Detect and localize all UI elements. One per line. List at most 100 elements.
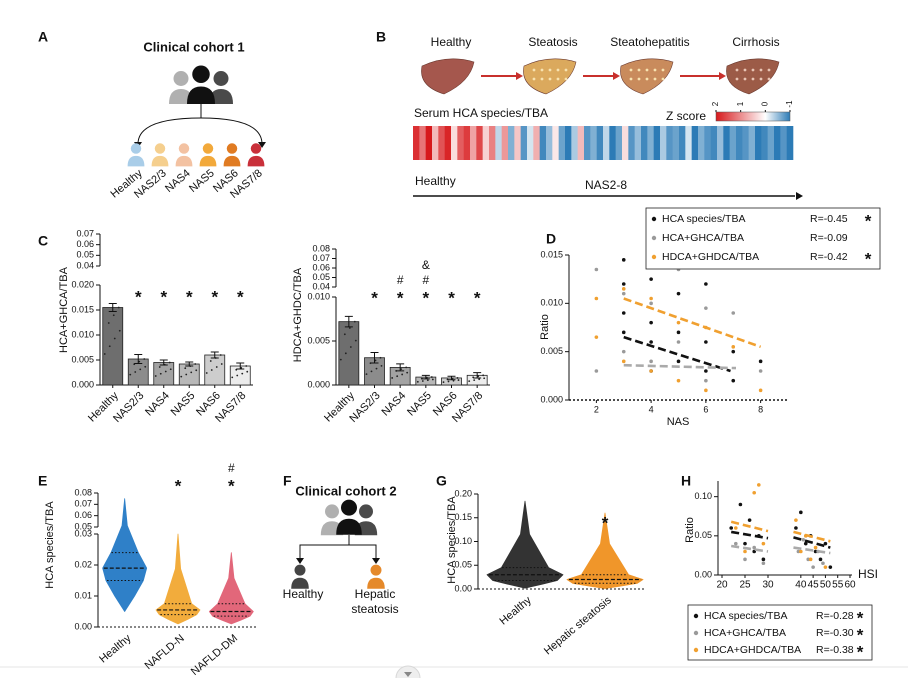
bar [338,321,360,386]
jitter-dot [169,368,172,371]
significance-mark: * [474,288,481,307]
significance-mark: * [228,476,235,495]
jitter-dot [457,379,460,381]
heatmap-cell [596,126,604,160]
jitter-dot [477,375,480,378]
heatmap-cell [628,126,635,160]
y-tick-label: 0.00 [694,569,712,579]
scatter-point [757,483,761,487]
y-tick-label: 0.05 [694,530,712,540]
jitter-dot [425,376,428,379]
y-tick-label: 0.05 [76,250,94,260]
y-tick-label: 0.010 [540,298,563,308]
scatter-point [743,557,747,562]
scatter-point [676,291,681,296]
heatmap-cell [641,126,648,160]
liver-texture [743,77,747,81]
jitter-dot [220,363,223,365]
jitter-dot [482,374,485,377]
jitter-dot [421,380,424,382]
fit-line [730,520,769,533]
arrow-head [296,558,304,564]
scatter-point [828,565,833,569]
stage-label: Steatosis [528,35,577,49]
jitter-dot [168,361,171,364]
heatmap-cell [786,126,794,160]
scatter-point [704,340,708,344]
heatmap-cell [755,126,762,160]
violin [566,512,644,589]
person-icon [291,577,309,589]
jitter-dot [129,373,132,376]
legend-stat: R=-0.09 [810,232,848,244]
scatter-point [621,359,626,364]
significance-mark: * [237,287,244,306]
jitter-dot [245,365,248,367]
heatmap-cell [558,126,566,160]
liver-texture [532,68,536,72]
liver-texture [540,68,544,72]
panel-title: Clinical cohort 1 [143,39,244,54]
error-bar [134,354,143,364]
liver-icon [523,58,577,95]
jitter-dot [185,373,188,376]
scatter-point [704,369,708,373]
liver-texture [637,77,641,81]
liver-texture [637,68,641,72]
legend-stat: R=-0.30 [816,627,854,639]
violin [208,552,254,625]
heatmap-cell [482,126,490,160]
scatter-point [594,335,599,339]
person-icon [130,143,142,154]
heatmap-cell [584,126,591,160]
error-bar [344,315,353,328]
heatmap-cell [413,126,420,160]
jitter-dot [108,345,111,348]
scatter-point [676,320,681,325]
scroll-icon[interactable] [404,672,412,677]
heatmap-cell [552,126,559,160]
liver-texture [767,77,771,81]
y-axis-label: Ratio [539,314,551,340]
scatter-point [594,267,599,272]
person-icon [367,577,385,589]
heatmap-cell [634,126,642,160]
x-tick-label: 60 [844,580,856,591]
heatmap-cell [571,126,578,160]
scatter-point [704,388,708,393]
heatmap-cell [736,126,743,160]
y-tick-label: 0.08 [74,487,92,497]
y-tick-label: 0.020 [71,279,94,289]
scatter-point [761,557,766,562]
scatter-point [752,490,756,495]
liver-texture [661,77,665,81]
scatter-point [758,388,763,393]
jitter-dot [134,371,137,373]
scatter-point [649,340,653,344]
scatter-point [801,537,806,542]
legend-label: HDCA+GHDCA/TBA [662,251,759,263]
x-tick-label: 30 [762,580,774,591]
liver-texture [645,68,649,72]
y-tick-label: 0.02 [74,559,92,569]
x-tick-label: 50 [820,580,832,591]
person-icon [199,155,217,167]
scatter-point [649,369,653,373]
x-tick-label: NAS5 [169,390,198,419]
jitter-dot [205,372,208,374]
heatmap-cell [742,126,749,160]
person-icon [169,89,193,104]
jitter-dot [483,377,486,380]
heatmap-cell [603,126,610,160]
scatter-point [621,311,626,315]
y-tick-label: 0.05 [454,560,472,570]
scatter-point [704,306,708,310]
heatmap-cell [495,126,502,160]
liver-texture [661,68,665,72]
y-axis-label: HCA species/TBA [446,496,458,584]
x-axis-label: NAS [667,416,690,428]
scatter-point [649,296,653,301]
scatter-point [676,378,681,383]
y-tick-label: 0.015 [71,304,94,314]
jitter-dot [118,329,121,332]
